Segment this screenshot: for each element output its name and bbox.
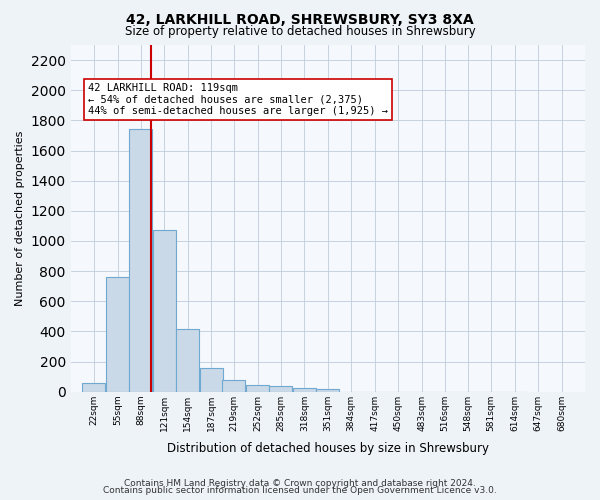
Text: Contains public sector information licensed under the Open Government Licence v3: Contains public sector information licen… <box>103 486 497 495</box>
Text: Size of property relative to detached houses in Shrewsbury: Size of property relative to detached ho… <box>125 25 475 38</box>
Bar <box>106 277 129 392</box>
X-axis label: Distribution of detached houses by size in Shrewsbury: Distribution of detached houses by size … <box>167 442 489 455</box>
Bar <box>246 385 269 392</box>
Bar <box>223 380 245 392</box>
Text: 42, LARKHILL ROAD, SHREWSBURY, SY3 8XA: 42, LARKHILL ROAD, SHREWSBURY, SY3 8XA <box>126 12 474 26</box>
Bar <box>269 386 292 392</box>
Bar <box>316 389 339 392</box>
Text: 42 LARKHILL ROAD: 119sqm
← 54% of detached houses are smaller (2,375)
44% of sem: 42 LARKHILL ROAD: 119sqm ← 54% of detach… <box>88 82 388 116</box>
Bar <box>293 388 316 392</box>
Bar <box>129 130 152 392</box>
Bar <box>82 384 106 392</box>
Text: Contains HM Land Registry data © Crown copyright and database right 2024.: Contains HM Land Registry data © Crown c… <box>124 478 476 488</box>
Bar <box>176 329 199 392</box>
Y-axis label: Number of detached properties: Number of detached properties <box>15 130 25 306</box>
Bar <box>153 230 176 392</box>
Bar <box>200 368 223 392</box>
